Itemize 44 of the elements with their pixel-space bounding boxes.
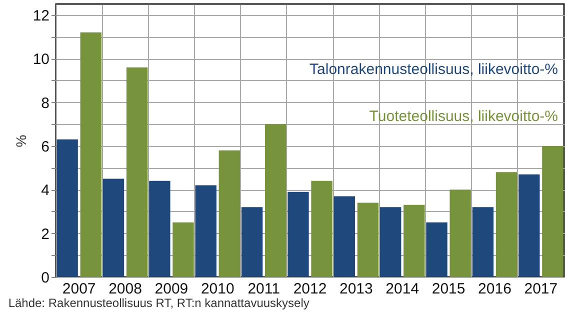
text: Talonrakennusteollisuus, liikevoitto-% [310,61,558,78]
series-label: Tuoteteollisuus, liikevoitto-% [369,108,558,125]
bar [172,222,194,277]
y-axis-title: % [12,134,29,148]
bar [472,207,494,277]
bar [241,207,263,277]
x-tick-label: 2016 [478,280,512,298]
x-tick-label: 2009 [154,280,188,298]
bar [334,196,356,277]
bar [126,67,148,277]
x-tick-label: 2008 [108,280,142,298]
bar [102,178,124,277]
bar [542,146,564,277]
y-tick-label: 8 [41,94,50,112]
x-tick-label: 2014 [386,280,420,298]
bar [357,202,379,277]
y-tick-label: 4 [41,182,50,200]
x-tick-label: 2011 [248,280,280,298]
bar [450,190,471,277]
bar [496,172,518,277]
bar [426,222,448,277]
bar [195,185,216,277]
x-tick-label: 2012 [293,280,327,298]
bar [380,207,402,277]
x-tick-label: 2015 [432,280,466,298]
bar [56,139,78,277]
text: Lähde: Rakennusteollisuus RT, RT:n kannattavuuskysely [8,296,310,310]
bar [80,32,102,277]
y-tick-label: 10 [32,51,50,68]
bar [518,174,540,277]
bar [404,204,425,277]
x-tick-label: 2010 [200,280,234,298]
x-tick-label: 2017 [524,280,558,298]
y-tick-label: 0 [41,270,50,286]
bar [311,180,332,277]
bar [288,192,309,277]
bar [264,124,286,277]
y-tick-label: 2 [41,226,50,243]
x-tick-label: 2007 [62,280,96,298]
y-tick-label: 6 [41,138,50,156]
bar [218,150,240,277]
x-tick-label: 2013 [339,280,373,298]
bar [149,180,170,277]
y-tick-label: 12 [32,7,50,24]
